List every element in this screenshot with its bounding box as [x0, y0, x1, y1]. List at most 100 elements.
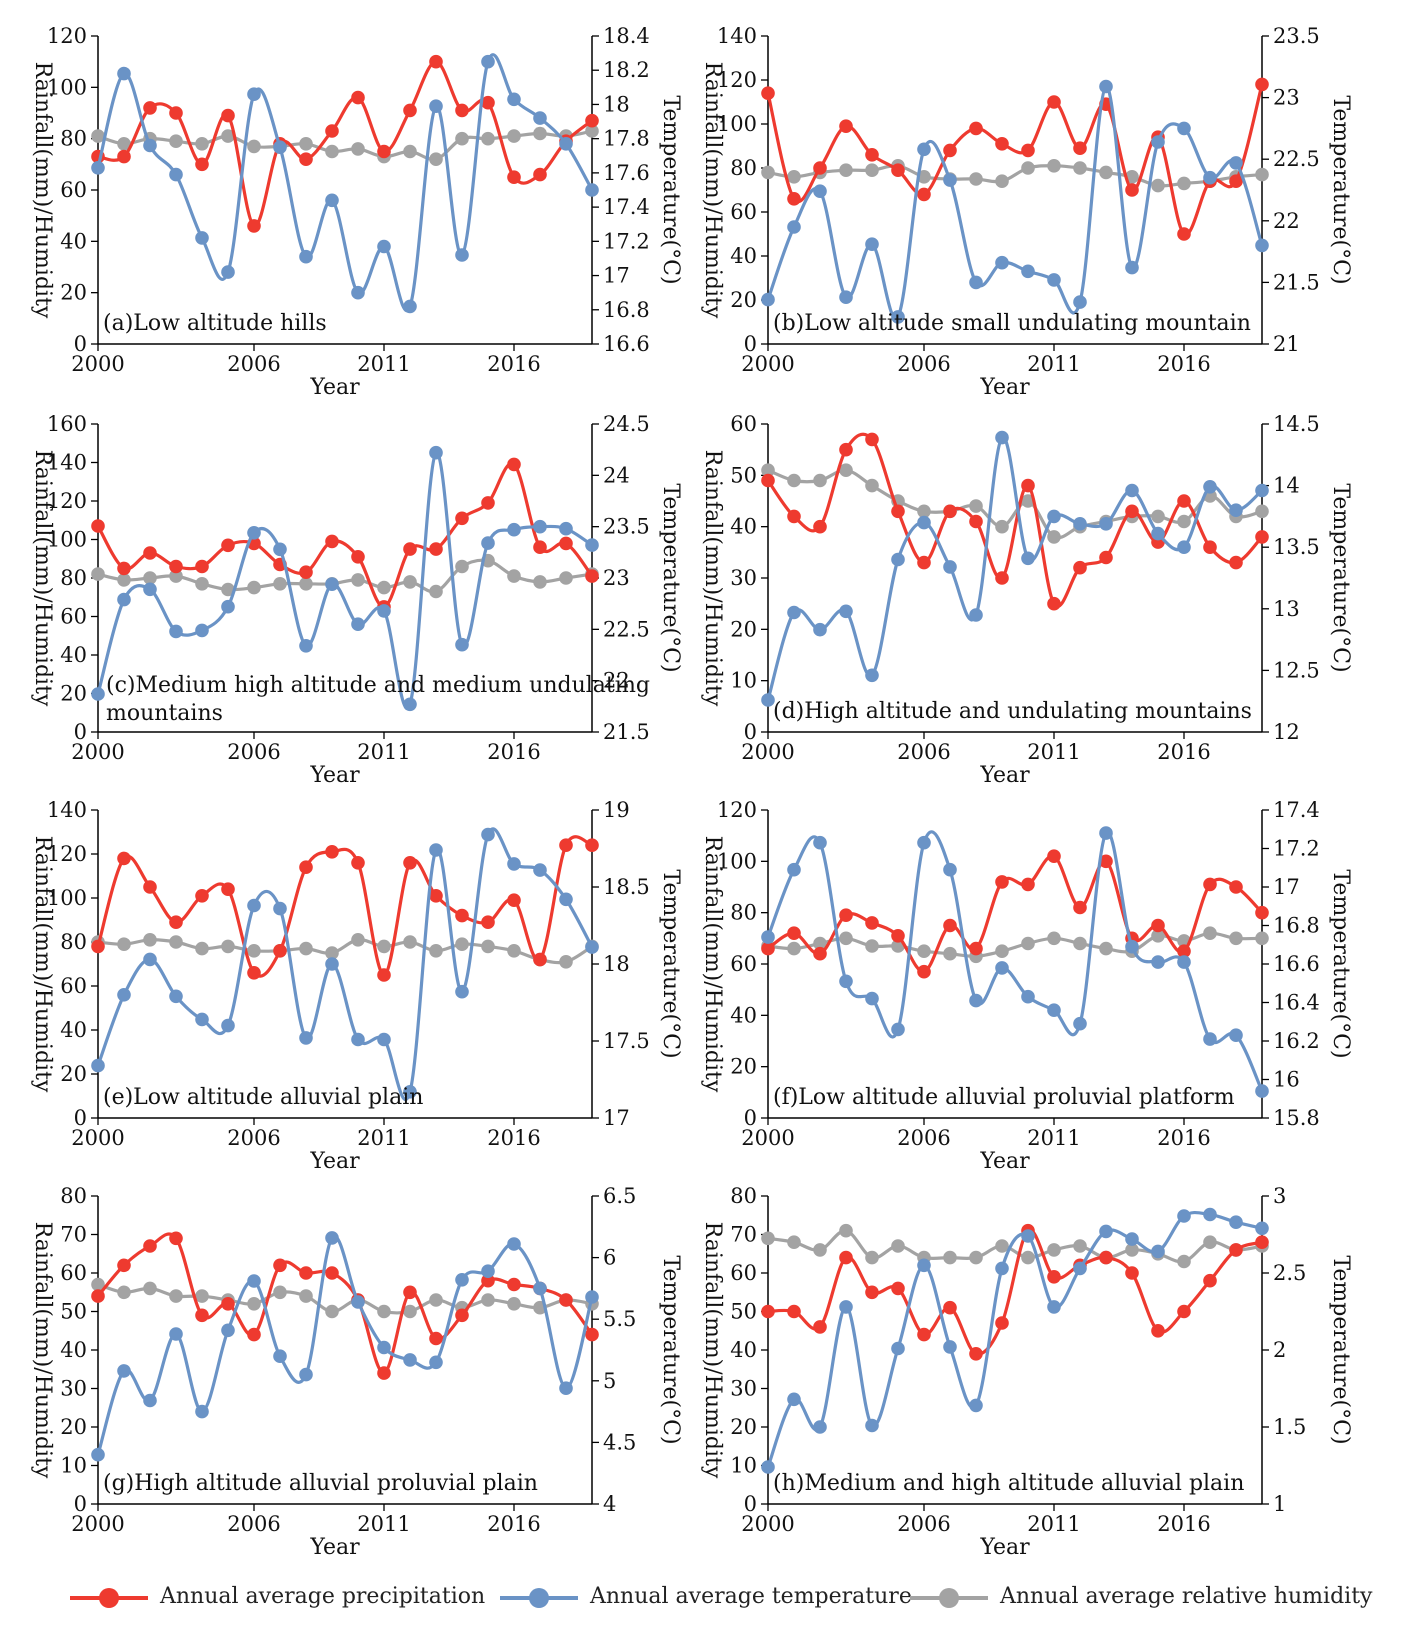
y-tick-label: 80 — [60, 127, 87, 151]
data-point-humidity — [1099, 165, 1113, 180]
data-point-temperature — [917, 1258, 931, 1273]
y-tick-label: 30 — [60, 1377, 87, 1401]
data-point-humidity — [221, 939, 235, 954]
legend: Annual average precipitation Annual aver… — [60, 1578, 1400, 1618]
data-point-temperature — [1229, 1028, 1243, 1042]
data-point-precipitation — [169, 559, 183, 574]
data-point-precipitation — [787, 926, 801, 940]
data-point-precipitation — [1203, 877, 1217, 892]
y-tick-label: 80 — [60, 930, 87, 954]
data-point-temperature — [429, 99, 443, 113]
data-point-humidity — [1151, 929, 1165, 943]
data-point-temperature — [1255, 1084, 1269, 1098]
data-point-humidity — [943, 946, 957, 961]
data-point-humidity — [429, 1293, 443, 1307]
data-point-temperature — [481, 1264, 495, 1278]
data-point-temperature — [403, 299, 417, 314]
y2-tick-label: 16 — [1273, 1068, 1300, 1092]
x-tick-label: 2011 — [1027, 1126, 1080, 1150]
data-point-humidity — [917, 504, 931, 519]
data-point-precipitation — [995, 875, 1009, 889]
y-tick-label: 100 — [717, 112, 757, 136]
y2-tick-label: 17.4 — [603, 195, 650, 219]
data-point-temperature — [1047, 1003, 1061, 1017]
y2-tick-label: 1 — [1273, 1492, 1286, 1516]
data-point-precipitation — [377, 968, 391, 982]
data-point-precipitation — [891, 1281, 905, 1296]
data-point-precipitation — [585, 838, 599, 852]
x-tick-label: 2006 — [227, 1512, 280, 1536]
series-line-temperature — [96, 451, 593, 710]
y-tick-label: 60 — [60, 1261, 87, 1285]
series-line-precipitation — [766, 83, 1264, 237]
y-tick-label: 30 — [730, 566, 757, 590]
data-point-temperature — [377, 239, 391, 254]
data-point-temperature — [533, 111, 547, 125]
data-point-precipitation — [1177, 227, 1191, 241]
data-point-humidity — [273, 577, 287, 591]
data-point-humidity — [117, 1285, 131, 1300]
data-point-humidity — [195, 941, 209, 956]
panel-title: (e)Low altitude alluvial plain — [103, 1085, 423, 1110]
y2-tick-label: 13.5 — [1273, 535, 1320, 559]
y-tick-label: 10 — [60, 1454, 87, 1478]
data-point-temperature — [1073, 295, 1087, 309]
y2-axis-title: Temperature(°C) — [658, 869, 683, 1058]
data-point-precipitation — [299, 860, 313, 874]
data-point-precipitation — [221, 538, 235, 553]
data-point-temperature — [455, 1273, 469, 1287]
data-point-humidity — [1099, 941, 1113, 956]
data-point-temperature — [117, 1364, 131, 1378]
y2-tick-label: 23 — [1273, 86, 1300, 110]
data-point-humidity — [507, 1297, 521, 1311]
data-point-humidity — [429, 584, 443, 599]
data-point-temperature — [533, 519, 547, 534]
y-axis-title: Rainfall(mm)/Humidity — [30, 1222, 55, 1479]
data-point-temperature — [1203, 170, 1217, 185]
y2-tick-label: 17.2 — [603, 229, 650, 253]
data-point-precipitation — [1203, 1273, 1217, 1288]
data-point-temperature — [1099, 517, 1113, 531]
data-point-temperature — [377, 604, 391, 618]
data-point-humidity — [481, 1293, 495, 1307]
x-tick-label: 2006 — [897, 740, 950, 764]
data-point-humidity — [839, 163, 853, 177]
data-point-humidity — [585, 124, 599, 138]
x-tick-label: 2000 — [71, 1512, 124, 1536]
data-point-precipitation — [839, 442, 853, 457]
data-point-precipitation — [1177, 494, 1191, 508]
data-point-temperature — [273, 901, 287, 916]
data-point-temperature — [839, 974, 853, 989]
data-point-humidity — [455, 131, 469, 146]
y2-axis-title: Temperature(°C) — [1328, 1255, 1353, 1444]
y2-tick-label: 13 — [1273, 597, 1300, 621]
data-point-precipitation — [195, 889, 209, 903]
y2-tick-label: 24 — [603, 463, 630, 487]
y2-axis-title: Temperature(°C) — [1328, 483, 1353, 672]
data-point-temperature — [943, 862, 957, 877]
x-tick-label: 2006 — [227, 352, 280, 376]
data-point-temperature — [533, 863, 547, 877]
data-point-humidity — [169, 134, 183, 148]
y-tick-label: 40 — [730, 515, 757, 539]
data-point-humidity — [813, 473, 827, 488]
data-point-humidity — [403, 935, 417, 949]
y-tick-label: 80 — [730, 901, 757, 925]
data-point-temperature — [917, 142, 931, 157]
data-point-humidity — [481, 131, 495, 146]
data-point-precipitation — [1125, 1266, 1139, 1280]
data-point-temperature — [943, 1340, 957, 1354]
data-point-temperature — [917, 835, 931, 850]
data-point-temperature — [299, 249, 313, 264]
data-point-precipitation — [1073, 560, 1087, 575]
data-point-temperature — [507, 857, 521, 871]
data-point-precipitation — [1229, 1243, 1243, 1257]
data-point-temperature — [995, 255, 1009, 270]
data-point-temperature — [1151, 1244, 1165, 1259]
y-tick-label: 40 — [60, 229, 87, 253]
y2-tick-label: 23.5 — [1273, 24, 1320, 48]
data-point-temperature — [969, 608, 983, 622]
data-point-temperature — [865, 1418, 879, 1433]
y-tick-label: 60 — [730, 952, 757, 976]
y-tick-label: 10 — [730, 669, 757, 693]
